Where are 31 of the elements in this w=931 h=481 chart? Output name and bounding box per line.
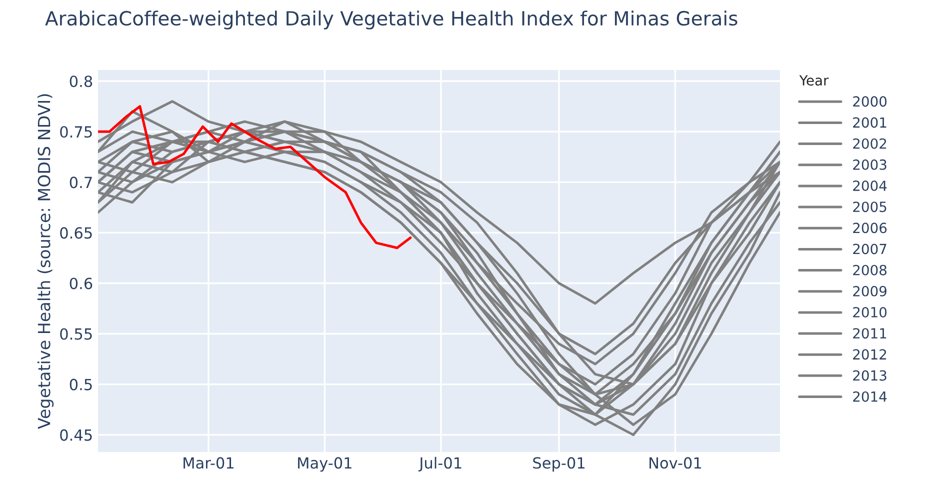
legend-label: 2008	[853, 264, 886, 276]
x-tick-label: Sep-01	[533, 457, 584, 472]
legend-label: 2000	[853, 96, 887, 107]
x-tick-label: May-01	[298, 457, 352, 472]
y-tick-label: 0.6	[70, 278, 92, 290]
y-tick-label: 0.65	[60, 227, 92, 239]
legend-label: 2006	[853, 222, 887, 234]
legend-label: 2012	[853, 349, 886, 360]
y-tick-label: 0.45	[60, 429, 92, 441]
legend-label: 2007	[853, 244, 886, 254]
legend-label: 2002	[853, 138, 886, 149]
legend-label: 2014	[853, 391, 887, 402]
x-tick-label: Jul-01	[418, 456, 462, 472]
legend-label: 2010	[853, 306, 887, 318]
legend-label: 2009	[853, 286, 886, 296]
legend-label: 2003	[853, 159, 886, 170]
legend-label: 2005	[853, 202, 886, 212]
y-axis-title: Vegetative Health (source: MODIS NDVI)	[37, 94, 54, 430]
legend-title: Year	[799, 75, 829, 86]
x-tick-label: Nov-01	[650, 457, 701, 469]
y-tick-label: 0.75	[60, 126, 92, 138]
y-tick-label: 0.7	[70, 176, 92, 188]
y-tick-label: 0.55	[60, 328, 92, 340]
chart-title: ArabicaCoffee-weighted Daily Vegetative Health Index for Minas Gerais	[45, 10, 738, 30]
x-tick-label: Mar-01	[184, 457, 234, 469]
legend-label: 2013	[853, 370, 886, 381]
y-tick-label: 0.8	[70, 76, 92, 88]
legend-label: 2004	[853, 180, 887, 192]
y-tick-label: 0.5	[70, 378, 92, 390]
legend-label: 2001	[853, 117, 886, 128]
legend-label: 2011	[853, 328, 886, 339]
